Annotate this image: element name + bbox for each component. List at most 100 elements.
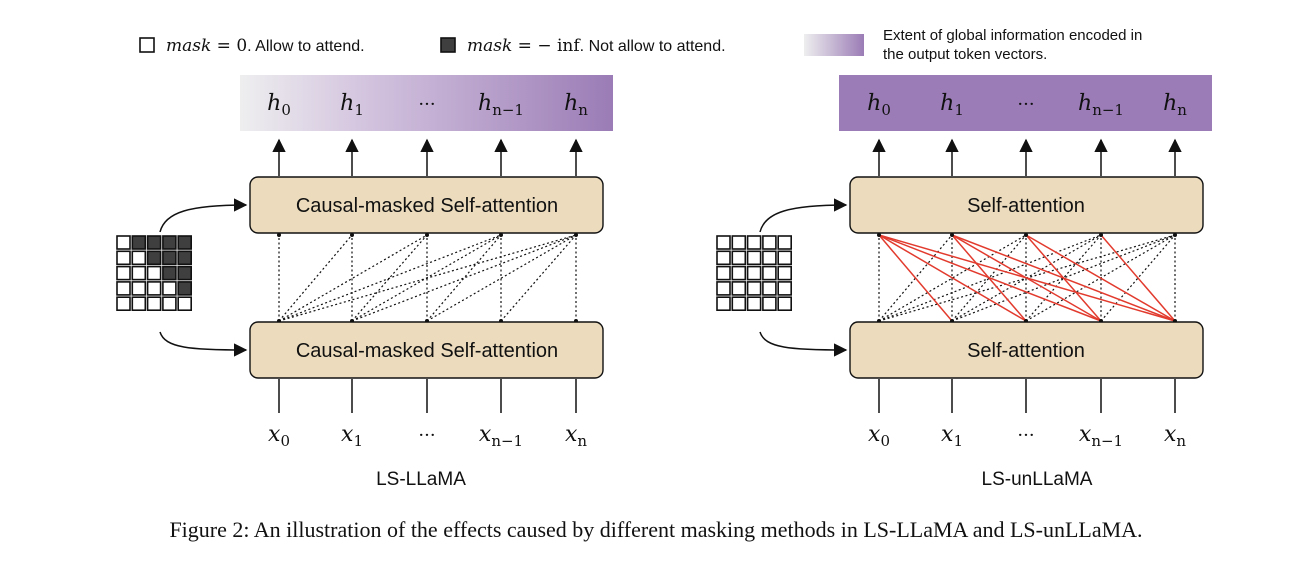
mask-cell-open xyxy=(146,265,162,281)
mask-cell-blocked xyxy=(146,250,162,266)
mask-cell-open xyxy=(746,265,762,281)
right-node-top xyxy=(1099,233,1103,237)
right-panel-title: LS-unLLaMA xyxy=(982,469,1093,490)
figure-caption: Figure 2: An illustration of the effects… xyxy=(169,517,1142,542)
mask-cell-blocked xyxy=(177,265,192,281)
left-output-token-ellipsis: ··· xyxy=(418,94,435,115)
mask-cell-open xyxy=(162,281,177,296)
mask-cell-open xyxy=(131,296,147,312)
mask-cell-open xyxy=(116,250,131,266)
allow-mask-swatch xyxy=(139,37,155,53)
legend: mask = 0. Allow to attend. mask = − inf.… xyxy=(139,27,1142,63)
left-node-top xyxy=(574,233,578,237)
extent-text-line1: Extent of global information encoded in xyxy=(883,27,1142,44)
left-input-token-2: ··· xyxy=(418,425,435,446)
left-node-top xyxy=(277,233,281,237)
left-input-token-subscript: 0 xyxy=(280,432,290,450)
mask-cell-open xyxy=(146,296,162,312)
left-input-labels: x0 x1 ··· xn−1 xn xyxy=(268,422,587,450)
allow-mask-equals: = 0 xyxy=(211,36,247,56)
right-future-link xyxy=(878,234,953,322)
left-input-token-subscript: n xyxy=(577,432,587,450)
mask-cell-open xyxy=(716,235,731,250)
right-input-token-subscript: 1 xyxy=(953,432,963,450)
left-lower-box-label: Causal-masked Self-attention xyxy=(296,340,558,362)
legend-allow: mask = 0. Allow to attend. xyxy=(139,36,365,56)
left-lower-attention-box xyxy=(249,321,604,379)
left-input-token-1: x1 xyxy=(341,422,363,450)
left-input-token-subscript: 1 xyxy=(353,432,363,450)
allow-legend-text: . Allow to attend. xyxy=(247,38,364,55)
right-causal-link xyxy=(1025,234,1102,322)
right-output-labels: h0 h1 ··· hn−1 hn xyxy=(867,91,1187,119)
right-output-token-2: ··· xyxy=(1017,94,1034,115)
mask-cell-open xyxy=(116,281,131,296)
left-output-token-base: h xyxy=(478,91,492,116)
right-input-token-4: xn xyxy=(1164,422,1186,450)
left-output-token-base: h xyxy=(340,91,354,116)
mask-cell-open xyxy=(716,250,731,266)
left-input-token-base: x xyxy=(268,422,281,447)
right-full-mask-grid xyxy=(716,235,793,312)
left-input-token-base: x xyxy=(565,422,578,447)
extent-gradient-swatch xyxy=(804,34,864,56)
right-input-token-subscript: n xyxy=(1176,432,1186,450)
deny-mask-equals: = − inf xyxy=(512,36,581,56)
right-output-token-ellipsis: ··· xyxy=(1017,94,1034,115)
right-output-token-0: h0 xyxy=(867,91,891,119)
left-causal-link xyxy=(426,234,577,322)
left-causal-link xyxy=(351,234,577,322)
right-causal-link xyxy=(951,234,1027,322)
left-node-top xyxy=(499,233,503,237)
mask-cell-open xyxy=(716,265,731,281)
right-output-token-base: h xyxy=(1163,91,1177,116)
mask-cell-blocked xyxy=(162,265,177,281)
right-output-token-base: h xyxy=(1078,91,1092,116)
right-mask-arrow-lower xyxy=(759,331,848,357)
left-input-token-4: xn xyxy=(565,422,587,450)
mask-cell-open xyxy=(177,296,192,312)
left-output-token-subscript: n−1 xyxy=(492,101,524,119)
mask-cell-open xyxy=(762,281,777,296)
mask-cell-open xyxy=(162,296,177,312)
right-output-token-subscript: 0 xyxy=(881,101,891,119)
right-output-band xyxy=(839,75,1212,131)
extent-text-line2: the output token vectors. xyxy=(883,46,1047,63)
right-output-token-3: hn−1 xyxy=(1078,91,1124,119)
left-causal-link xyxy=(278,234,502,322)
left-causal-link xyxy=(278,234,428,322)
left-mask-arrow-upper xyxy=(159,198,248,233)
right-input-labels: x0 x1 ··· xn−1 xn xyxy=(868,422,1186,450)
right-input-token-base: x xyxy=(868,422,881,447)
mask-cell-blocked xyxy=(177,281,192,296)
left-output-labels: h0 h1 ··· hn−1 hn xyxy=(267,91,588,119)
right-mask-arrow-upper xyxy=(759,198,848,233)
right-output-token-subscript: n−1 xyxy=(1092,101,1124,119)
left-output-token-base: h xyxy=(564,91,578,116)
left-causal-link xyxy=(351,234,502,322)
left-node-top xyxy=(350,233,354,237)
right-node-top xyxy=(950,233,954,237)
left-output-token-0: h0 xyxy=(267,91,291,119)
left-output-token-2: ··· xyxy=(418,94,435,115)
left-input-token-0: x0 xyxy=(268,422,290,450)
mask-cell-open xyxy=(746,250,762,266)
right-output-token-4: hn xyxy=(1163,91,1187,119)
mask-cell-open xyxy=(762,250,777,266)
mask-cell-open xyxy=(731,235,747,250)
right-panel: h0 h1 ··· hn−1 hn Self-attention Self-attent… xyxy=(716,75,1212,490)
mask-cell-blocked xyxy=(146,235,162,250)
mask-cell-open xyxy=(116,265,131,281)
left-output-token-4: hn xyxy=(564,91,588,119)
svg-text:mask = − inf. Not allow to att: mask = − inf. Not allow to attend. xyxy=(467,36,726,56)
right-input-lines xyxy=(878,379,1176,413)
right-input-token-1: x1 xyxy=(941,422,963,450)
mask-cell-open xyxy=(777,265,793,281)
mask-cell-open xyxy=(777,250,793,266)
deny-legend-text: . Not allow to attend. xyxy=(580,38,726,55)
mask-cell-open xyxy=(731,296,747,312)
right-input-token-2: ··· xyxy=(1017,425,1034,446)
right-input-token-base: x xyxy=(1079,422,1092,447)
right-upper-attention-box xyxy=(849,176,1204,234)
